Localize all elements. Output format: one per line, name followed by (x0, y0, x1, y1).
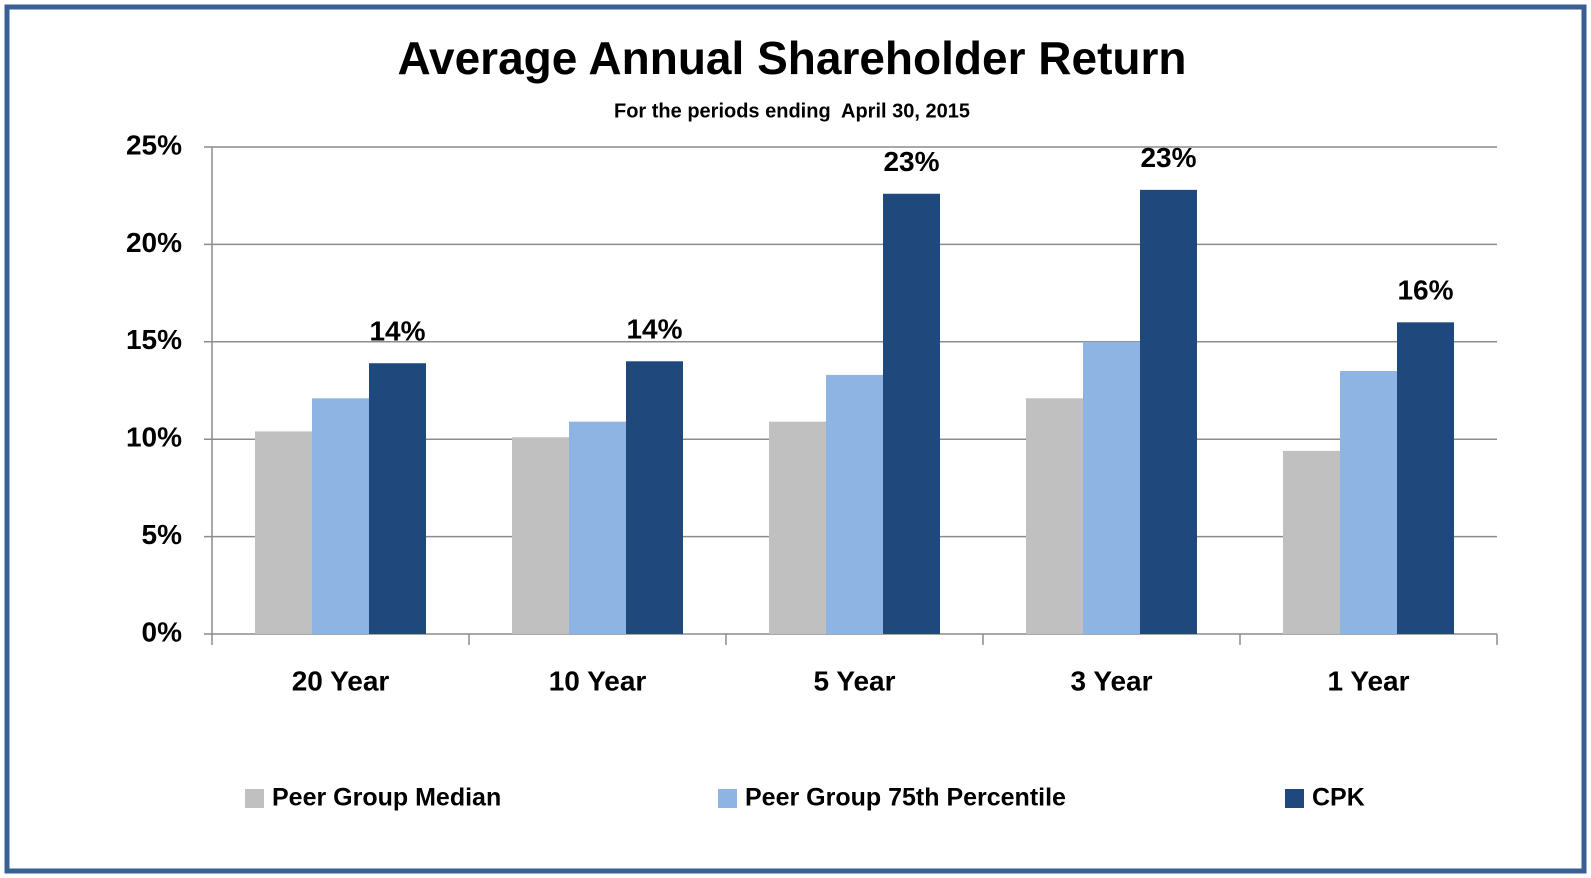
bar (1140, 189, 1197, 634)
bar (883, 193, 940, 634)
chart-subtitle: For the periods ending April 30, 2015 (614, 100, 970, 122)
bar (626, 361, 683, 634)
value-label: 23% (883, 146, 939, 177)
legend-swatch (718, 789, 737, 808)
x-tick-label: 10 Year (549, 665, 647, 696)
bar (312, 398, 369, 634)
y-tick-label: 5% (142, 519, 183, 550)
bar (369, 363, 426, 634)
y-tick-label: 0% (142, 616, 183, 647)
y-tick-label: 20% (126, 227, 182, 258)
y-tick-label: 25% (126, 129, 182, 160)
value-label: 23% (1140, 142, 1196, 173)
chart-title: Average Annual Shareholder Return (398, 32, 1187, 84)
bar (255, 431, 312, 634)
bar (1397, 322, 1454, 634)
bar (1026, 398, 1083, 634)
bar (769, 421, 826, 634)
x-tick-label: 3 Year (1070, 665, 1152, 696)
legend-swatch (1285, 789, 1304, 808)
bar (512, 437, 569, 634)
x-tick-label: 20 Year (292, 665, 390, 696)
bar (1283, 450, 1340, 634)
bar (1340, 371, 1397, 634)
bar (569, 421, 626, 634)
legend-swatch (245, 789, 264, 808)
x-tick-label: 1 Year (1327, 665, 1409, 696)
legend-label: Peer Group Median (272, 784, 501, 812)
y-tick-label: 10% (126, 422, 182, 453)
legend-label: Peer Group 75th Percentile (745, 784, 1066, 812)
bar (1083, 341, 1140, 634)
value-label: 16% (1397, 275, 1453, 306)
value-label: 14% (626, 314, 682, 345)
x-tick-label: 5 Year (813, 665, 895, 696)
bar (826, 374, 883, 634)
y-tick-label: 15% (126, 324, 182, 355)
legend-label: CPK (1312, 784, 1365, 812)
value-label: 14% (369, 316, 425, 347)
